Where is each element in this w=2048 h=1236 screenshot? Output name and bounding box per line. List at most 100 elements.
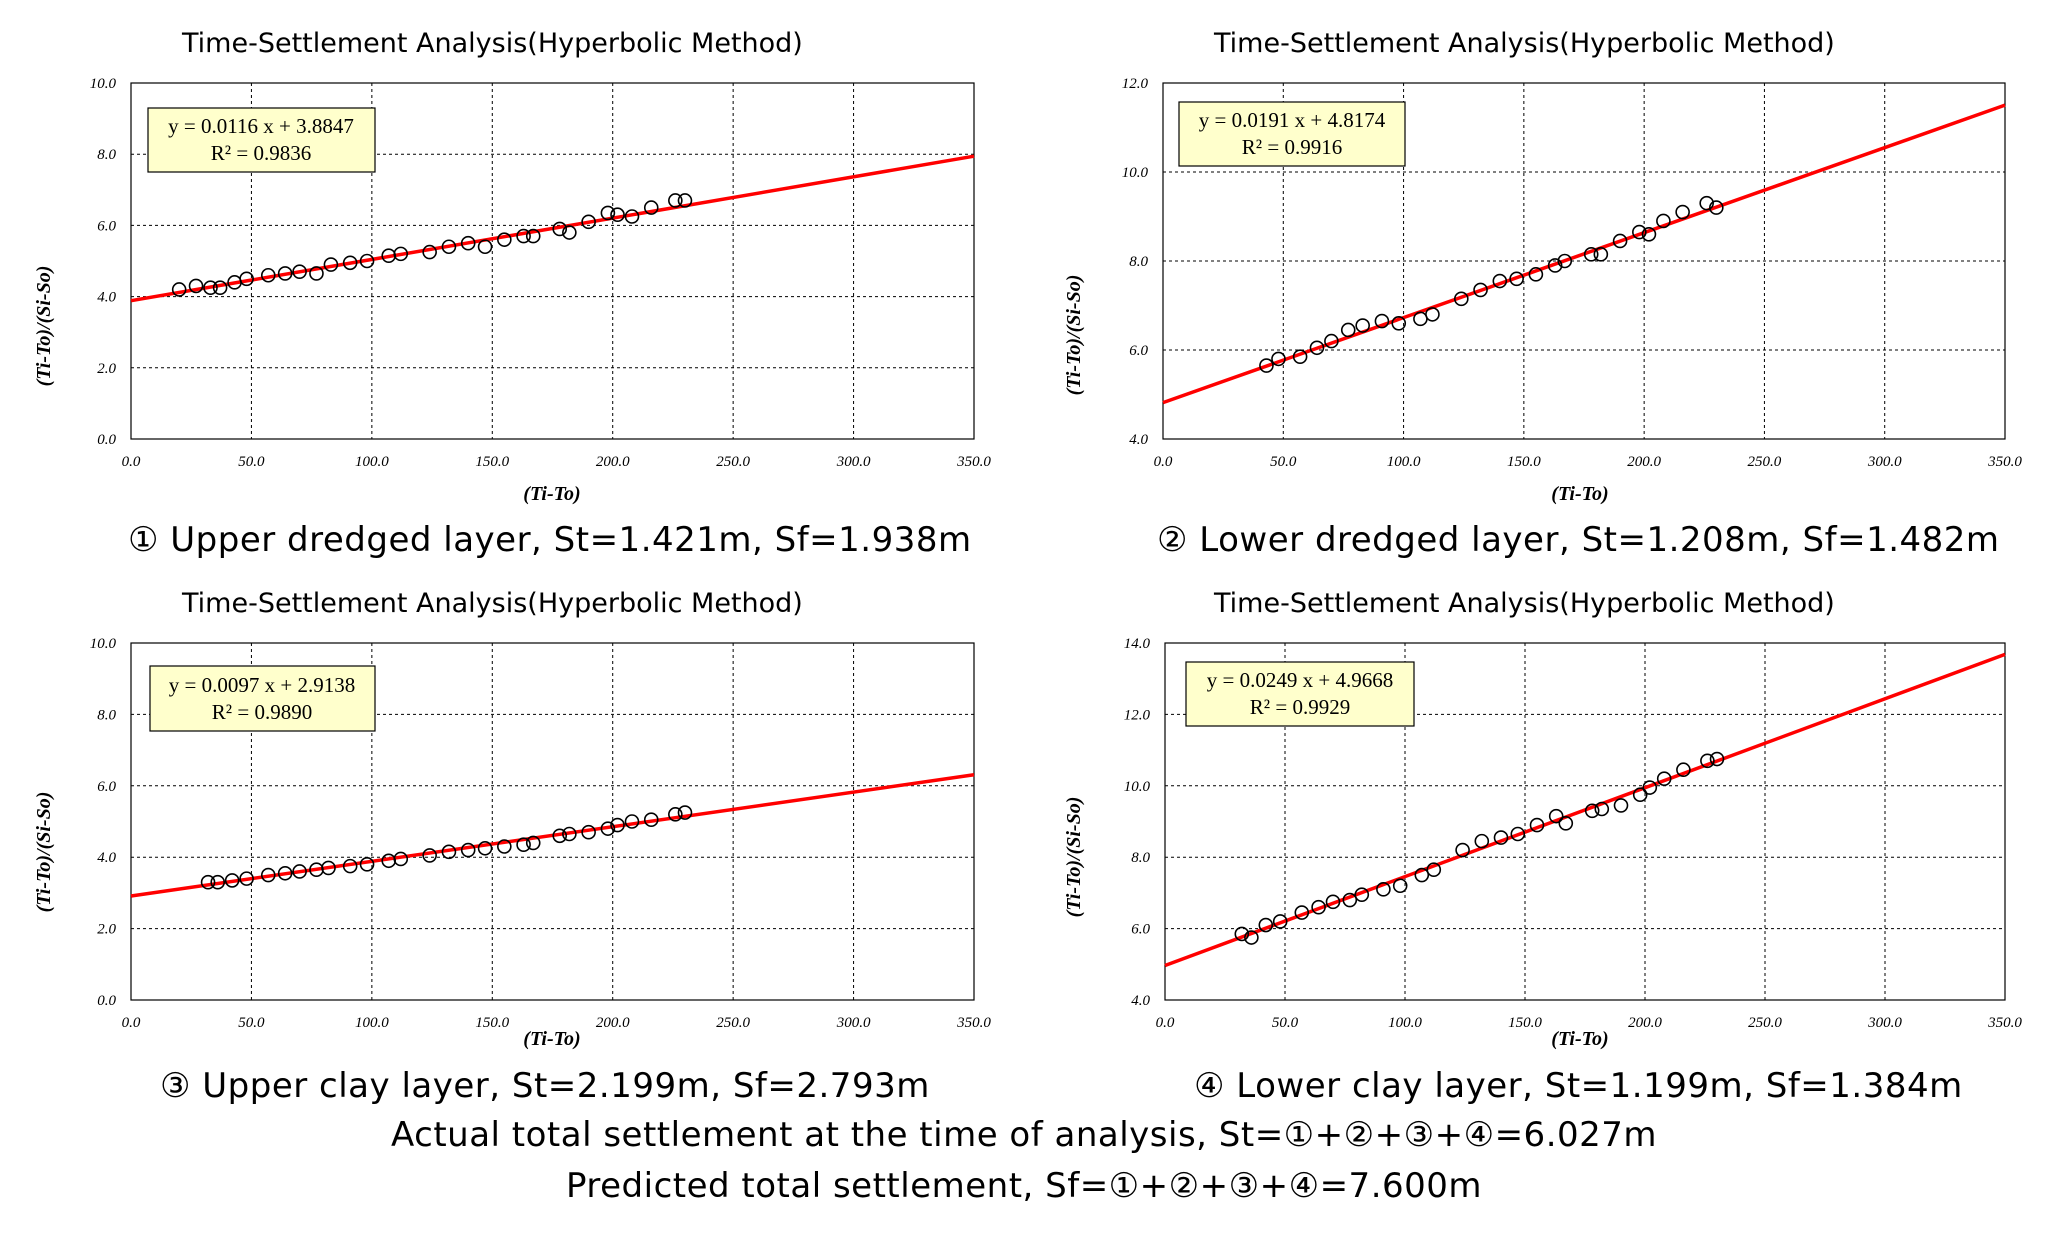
y-tick-label: 2.0 <box>97 922 116 938</box>
chart-caption: ① Upper dredged layer, St=1.421m, Sf=1.9… <box>128 520 972 560</box>
data-point <box>1656 771 1672 786</box>
data-point <box>1594 801 1610 817</box>
x-tick-label: 250.0 <box>1748 1015 1782 1031</box>
data-point <box>610 207 625 223</box>
r-squared-text: R² = 0.9916 <box>1242 135 1342 159</box>
x-tick-label: 0.0 <box>122 1015 141 1031</box>
chart-title: Time-Settlement Analysis(Hyperbolic Meth… <box>1214 28 1835 59</box>
data-point <box>1259 358 1274 373</box>
data-point <box>1244 930 1259 945</box>
data-point <box>1612 233 1628 249</box>
x-tick-label: 150.0 <box>1507 454 1541 470</box>
data-point <box>1391 315 1407 331</box>
x-axis-label: (Ti-To) <box>1551 483 1608 505</box>
data-point <box>188 278 204 294</box>
y-tick-label: 2.0 <box>97 361 116 377</box>
y-tick-label: 8.0 <box>97 147 116 163</box>
y-tick-label: 4.0 <box>1131 993 1150 1009</box>
data-point <box>1584 803 1600 819</box>
data-point <box>581 214 596 230</box>
data-point <box>1632 787 1648 803</box>
data-point <box>1426 862 1442 877</box>
data-point <box>292 264 307 279</box>
data-point <box>1454 291 1469 307</box>
data-point <box>600 205 616 221</box>
y-tick-label: 4.0 <box>97 850 116 866</box>
chart-title: Time-Settlement Analysis(Hyperbolic Meth… <box>182 588 803 619</box>
data-point <box>1547 258 1563 273</box>
y-axis-label: (Ti-To)/(Si-So) <box>33 266 55 387</box>
y-axis-label: (Ti-To)/(Si-So) <box>1063 797 1085 918</box>
y-tick-label: 6.0 <box>1131 922 1150 938</box>
y-tick-label: 0.0 <box>97 993 116 1009</box>
y-tick-label: 10.0 <box>90 636 117 652</box>
data-point <box>525 228 541 244</box>
data-point <box>1234 926 1250 942</box>
data-point <box>1510 826 1526 842</box>
chart-svg: 0.0 50.0 100.0 150.0 200.0 250.0 300.0 350.0 4.0… <box>1063 76 2022 505</box>
data-point <box>1392 878 1408 894</box>
chart-title: Time-Settlement Analysis(Hyperbolic Meth… <box>1214 588 1835 619</box>
data-point <box>393 851 409 867</box>
data-point <box>1374 313 1390 329</box>
chart-svg: 0.0 50.0 100.0 150.0 200.0 250.0 300.0 350.0 0.0… <box>33 636 991 1050</box>
x-tick-label: 50.0 <box>238 1015 265 1031</box>
y-tick-label: 10.0 <box>1124 779 1151 795</box>
data-point <box>552 828 568 844</box>
data-point <box>643 200 659 215</box>
x-tick-label: 200.0 <box>596 1015 630 1031</box>
data-point <box>1340 322 1356 338</box>
summary-predicted-settlement: Predicted total settlement, Sf=①+②+③+④=7… <box>565 1166 1483 1206</box>
y-tick-label: 12.0 <box>1124 707 1151 723</box>
x-tick-label: 100.0 <box>355 454 389 470</box>
data-point <box>1529 817 1545 833</box>
data-point <box>239 871 254 886</box>
data-point <box>516 228 531 244</box>
data-point <box>460 235 476 251</box>
x-tick-label: 200.0 <box>596 454 630 470</box>
data-point <box>516 837 531 853</box>
chart-panel-3: Time-Settlement Analysis(Hyperbolic Meth… <box>0 560 1024 1106</box>
data-point <box>1593 247 1609 262</box>
data-point <box>1699 195 1714 211</box>
data-point <box>1455 842 1470 858</box>
data-point <box>1355 318 1370 333</box>
data-point <box>1583 247 1599 262</box>
x-tick-label: 300.0 <box>836 1015 871 1031</box>
equation-text: y = 0.0116 x + 3.8847 <box>168 114 354 138</box>
x-tick-label: 350.0 <box>956 454 991 470</box>
x-tick-label: 250.0 <box>716 1015 750 1031</box>
data-point <box>1528 267 1544 282</box>
data-point <box>552 221 568 237</box>
data-point <box>1414 867 1430 883</box>
data-point <box>1656 213 1671 229</box>
data-point <box>422 244 437 260</box>
x-tick-label: 150.0 <box>475 1015 509 1031</box>
equation-box: y = 0.0249 x + 4.9668 R² = 0.9929 <box>1185 661 1415 727</box>
x-tick-label: 350.0 <box>1987 1015 2022 1031</box>
data-point <box>1557 253 1573 269</box>
x-tick-label: 100.0 <box>1388 1015 1422 1031</box>
data-point <box>1425 307 1440 322</box>
data-point <box>1309 340 1325 356</box>
equation-text: y = 0.0249 x + 4.9668 <box>1207 668 1393 692</box>
data-point <box>1354 887 1370 902</box>
data-point <box>525 835 541 851</box>
x-tick-label: 0.0 <box>1154 454 1173 470</box>
summary-actual-settlement: Actual total settlement at the time of a… <box>390 1115 1658 1155</box>
data-point <box>441 239 457 255</box>
data-point <box>1473 282 1488 298</box>
data-point <box>1325 894 1341 910</box>
data-point <box>200 874 216 890</box>
x-tick-label: 0.0 <box>1156 1015 1175 1031</box>
chart-caption: ④ Lower clay layer, St=1.199m, Sf=1.384m <box>1194 1066 1963 1106</box>
y-tick-label: 10.0 <box>1122 165 1149 181</box>
x-tick-label: 150.0 <box>475 454 509 470</box>
data-point <box>323 257 339 272</box>
data-point <box>1311 899 1326 915</box>
y-tick-label: 12.0 <box>1122 76 1149 92</box>
chart-panel-2: Time-Settlement Analysis(Hyperbolic Meth… <box>1024 0 2048 560</box>
data-point <box>1632 224 1647 240</box>
data-point <box>600 821 616 836</box>
